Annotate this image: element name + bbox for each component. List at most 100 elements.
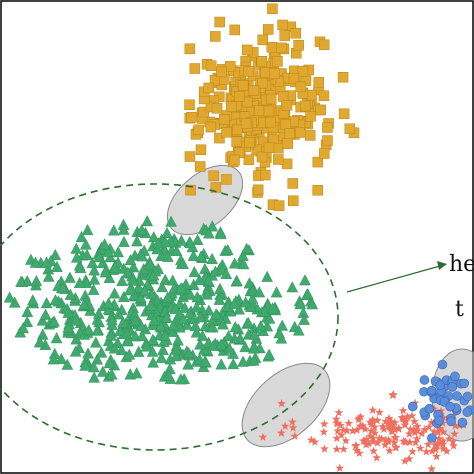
triangle-point [126, 274, 139, 286]
circle-point [407, 401, 418, 412]
triangle-point [184, 288, 197, 300]
triangle-point [215, 358, 228, 370]
triangle-point [147, 269, 160, 281]
star-point [358, 421, 368, 430]
circle-point [434, 415, 444, 426]
star-point [405, 429, 414, 438]
star-point [336, 420, 345, 430]
square-point [322, 122, 333, 133]
star-point [420, 424, 430, 434]
star-point [383, 437, 393, 446]
triangle-point [40, 256, 53, 268]
boundary-layer [0, 183, 339, 451]
annotation-arrowhead [437, 261, 447, 270]
square-point [312, 185, 323, 196]
triangle-point [253, 286, 266, 298]
square-point [318, 90, 330, 101]
triangle-point [170, 244, 183, 256]
triangle-point [106, 314, 118, 326]
triangle-point [175, 373, 187, 385]
triangle-point [108, 342, 121, 354]
triangle-point [50, 332, 63, 344]
square-point [262, 24, 274, 35]
square-point [252, 184, 264, 196]
square-point [231, 124, 243, 136]
triangle-point [49, 294, 62, 306]
triangle-point [242, 316, 255, 329]
star-point [348, 426, 358, 435]
square-point [265, 116, 276, 128]
star-point [372, 415, 382, 425]
triangle-point [261, 270, 273, 282]
star-point [421, 447, 431, 456]
square-point [269, 68, 280, 79]
square-point [257, 34, 268, 46]
star-point [341, 436, 351, 445]
star-point [319, 427, 329, 436]
star-point [290, 431, 300, 440]
square-point [322, 135, 333, 146]
triangle-point [263, 312, 276, 324]
star-point [387, 427, 397, 436]
triangle-point [114, 324, 126, 336]
triangle-point [118, 235, 130, 248]
triangle-point [152, 237, 165, 249]
data-points [3, 3, 474, 473]
triangle-point [81, 223, 94, 236]
star-point [438, 427, 448, 436]
triangle-point [144, 299, 157, 311]
triangle-point [102, 245, 115, 257]
star-point [383, 418, 393, 428]
star-point [386, 423, 396, 432]
star-point [394, 424, 403, 433]
star-point [415, 443, 425, 453]
square-point [203, 82, 214, 94]
triangle-point [132, 281, 145, 293]
star-point [434, 434, 444, 443]
triangle-point [154, 319, 167, 332]
square-point [186, 112, 197, 123]
star-point [390, 438, 399, 447]
triangle-point [190, 301, 203, 313]
star-point [408, 447, 417, 456]
annotation-label-1: he [449, 252, 474, 277]
triangle-point [213, 293, 226, 305]
square-point [229, 154, 240, 166]
triangle-point [70, 242, 83, 254]
triangle-point [69, 345, 82, 357]
square-point [315, 104, 326, 116]
triangle-point [239, 296, 252, 308]
star-point [432, 441, 442, 450]
square-point [272, 56, 283, 67]
star-point [334, 408, 344, 417]
star-point [277, 428, 286, 437]
star-point [372, 453, 382, 462]
star-point [258, 432, 268, 441]
triangle-point [162, 369, 175, 381]
square-point [257, 77, 268, 89]
square-point [277, 91, 289, 102]
triangle-point [243, 277, 256, 289]
square-point [304, 130, 316, 141]
square-point [288, 73, 300, 84]
star-point [450, 421, 460, 430]
triangle-point [233, 303, 245, 315]
star-point [438, 439, 448, 448]
star-point [444, 434, 454, 443]
star-point [433, 427, 443, 437]
triangle-point [30, 274, 43, 287]
star-point [374, 434, 384, 443]
star-point [332, 444, 342, 454]
star-point [423, 440, 433, 449]
triangle-point [167, 319, 180, 331]
star-point [381, 435, 391, 444]
triangle-point [123, 348, 136, 360]
annotation-label-2: t [455, 297, 464, 322]
star-point [412, 434, 422, 443]
circle-point [437, 359, 448, 370]
triangle-point [221, 243, 234, 256]
square-point [305, 111, 316, 122]
triangle-point [147, 356, 159, 368]
triangle-point [194, 338, 206, 350]
